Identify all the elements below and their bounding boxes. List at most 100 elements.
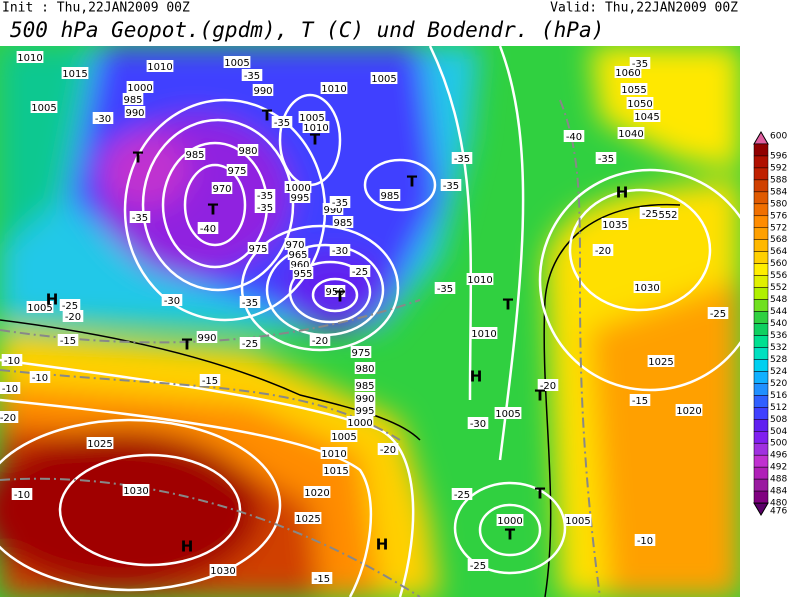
temperature-label-box — [451, 488, 473, 500]
temperature-label-box — [657, 208, 679, 220]
isobar-label-box — [626, 97, 654, 109]
isobar-label: 995 — [355, 406, 374, 417]
temperature-label: -30 — [95, 114, 111, 125]
isobar-label-box — [346, 416, 374, 428]
isobar-label: 1055 — [621, 85, 646, 96]
temperature-label: -35 — [454, 154, 470, 165]
isobar-label: 970 — [212, 184, 231, 195]
isobar-label-box — [330, 430, 358, 442]
temperature-label-box — [563, 130, 585, 142]
colorbar-swatch — [753, 466, 769, 480]
isobar-label: 980 — [355, 364, 374, 375]
isobar-label-box — [252, 84, 274, 96]
temperature-label-box — [29, 371, 51, 383]
temperature-label: -25 — [454, 490, 470, 501]
isobar-label-box — [289, 191, 311, 203]
colorbar-swatch — [753, 167, 769, 181]
isobar-label: 1005 — [331, 432, 356, 443]
isobar-label-box — [26, 301, 54, 313]
temperature-label: -10 — [32, 373, 48, 384]
colorbar-label: 484 — [770, 487, 787, 497]
temperature-label-box — [62, 310, 84, 322]
colorbar-swatch — [753, 395, 769, 408]
temperature-label: -20 — [65, 312, 81, 323]
isobar-label: 1015 — [62, 69, 87, 80]
isobar-label-box — [320, 447, 348, 459]
temperature-label-box — [440, 179, 462, 191]
temperature-label: -25 — [710, 309, 726, 320]
isobar-label: 985 — [123, 95, 142, 106]
colorbar-label: 480 — [770, 499, 787, 509]
colorbar-swatch — [753, 275, 769, 288]
pressure-center: T — [535, 387, 546, 405]
colorbar-label: 476 — [770, 507, 787, 517]
isobar-label-box — [209, 564, 237, 576]
isobar-label-box — [86, 437, 114, 449]
colorbar-swatch — [753, 179, 769, 193]
colorbar-swatch — [753, 335, 769, 348]
isobar-label: 1005 — [495, 409, 520, 420]
colorbar-label: 596 — [770, 151, 787, 161]
isobar-label: 955 — [293, 269, 312, 280]
isobar-label: 1005 — [371, 74, 396, 85]
temperature-label-box — [59, 299, 81, 311]
isobar-label: 1020 — [304, 488, 329, 499]
colorbar-swatch — [753, 155, 769, 169]
pressure-center: T — [503, 296, 514, 314]
isobar-label-box — [196, 331, 218, 343]
isobar-label: 965 — [288, 250, 307, 261]
pressure-center: H — [46, 291, 59, 309]
temperature-label-box — [629, 57, 651, 69]
temperature-label: -35 — [257, 203, 273, 214]
temperature-label: -30 — [164, 296, 180, 307]
isobar-label: 985 — [185, 150, 204, 161]
isobar-label-box — [496, 514, 524, 526]
pressure-center: T — [535, 485, 546, 503]
pressure-center: H — [376, 536, 389, 554]
pressure-center: T — [133, 149, 144, 167]
colorbar-label: 528 — [770, 355, 787, 365]
map — [0, 46, 740, 597]
isobar-label: 1030 — [210, 566, 235, 577]
colorbar-label: 488 — [770, 475, 787, 485]
temperature-label-box — [629, 394, 651, 406]
temperature-label: -35 — [437, 284, 453, 295]
isobar-label-box — [126, 81, 154, 93]
colorbar-swatch — [753, 311, 769, 324]
isobar-label: 995 — [290, 193, 309, 204]
isobar-label-box — [494, 407, 522, 419]
temperature-label-box — [11, 488, 33, 500]
temperature-label: -10 — [637, 536, 653, 547]
colorbar-swatch — [753, 347, 769, 360]
isobar-label: 1060 — [615, 68, 640, 79]
colorbar-swatch — [753, 287, 769, 300]
isobar-label-box — [223, 56, 251, 68]
isobar-label-box — [303, 486, 331, 498]
temperature-label: -25 — [352, 267, 368, 278]
pressure-center: T — [505, 526, 516, 544]
isobar-label-box — [284, 181, 312, 193]
isobar-label-box — [633, 110, 661, 122]
colorbar-label: 508 — [770, 415, 787, 425]
temperature-label-box — [57, 334, 79, 346]
pressure-center: T — [310, 131, 321, 149]
temperature-label: -25 — [642, 209, 658, 220]
isobar-label: 1010 — [17, 53, 42, 64]
colorbar-swatch — [753, 227, 769, 240]
isobar-label: 1005 — [565, 516, 590, 527]
temperature-label-box — [311, 572, 333, 584]
isobar-label-box — [601, 218, 629, 230]
isobar-label-box — [124, 106, 146, 118]
isobar-label: 1010 — [303, 123, 328, 134]
colorbar-label: 520 — [770, 379, 787, 389]
temperature-label-box — [271, 116, 293, 128]
isobar-label: 990 — [197, 333, 216, 344]
colorbar-label: 524 — [770, 367, 787, 377]
isobar-label: 1000 — [497, 516, 522, 527]
temperature-label: -15 — [60, 336, 76, 347]
colorbar-label: 584 — [770, 187, 787, 197]
temperature-label-box — [329, 244, 351, 256]
isobar-label: 950 — [325, 287, 344, 298]
isobar-label-box — [294, 512, 322, 524]
isobar-label-box — [675, 404, 703, 416]
